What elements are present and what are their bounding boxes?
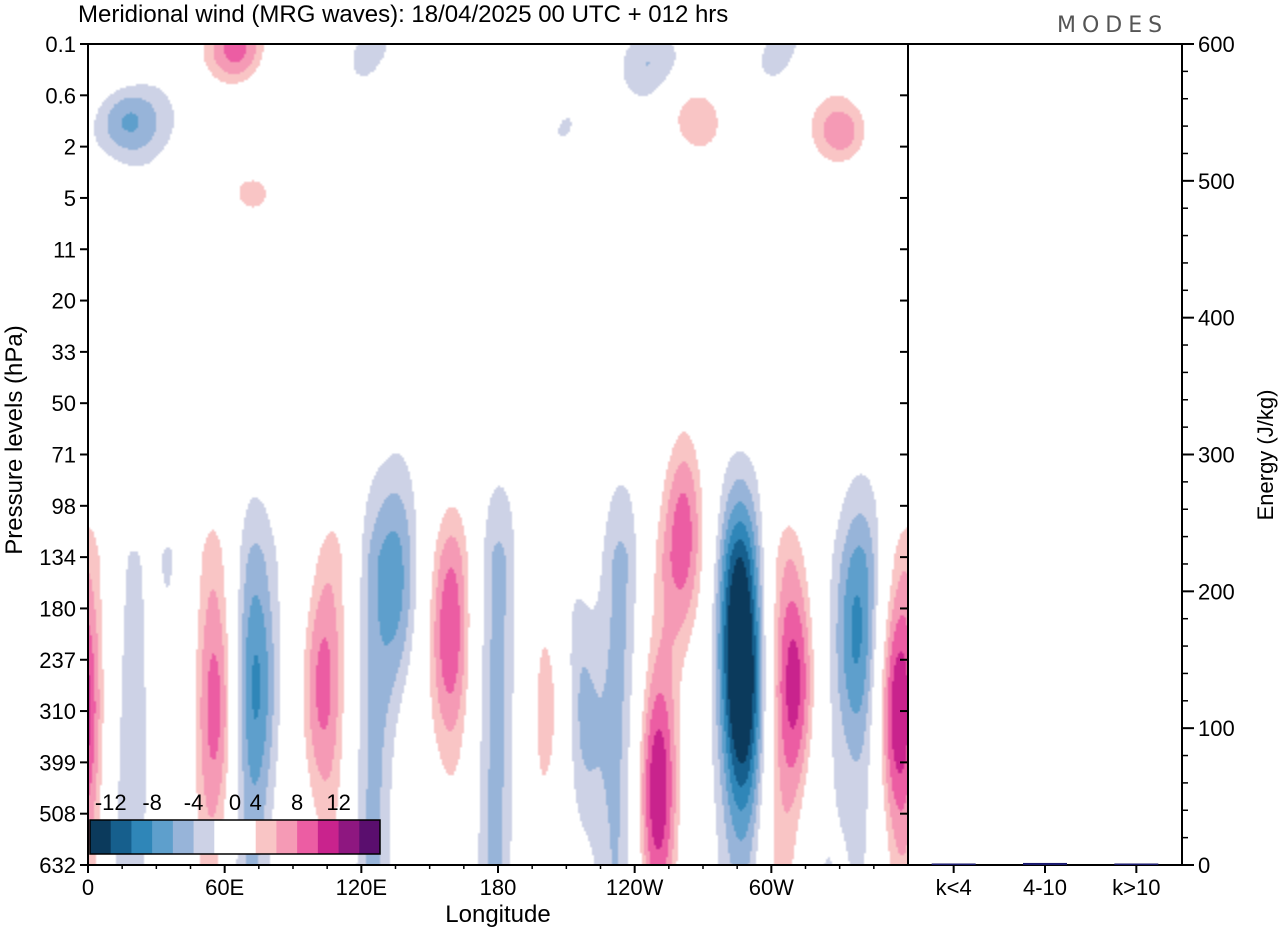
- pressure-tick-label: 20: [52, 289, 76, 314]
- colorbar-swatch: [255, 820, 277, 854]
- colorbar-swatch: [152, 820, 174, 854]
- colorbar-swatch: [131, 820, 153, 854]
- colorbar-tick-label: -12: [95, 790, 127, 815]
- longitude-tick-label: 120W: [606, 875, 664, 900]
- energy-tick-label: 500: [1198, 169, 1235, 194]
- heatmap-contours: [88, 44, 908, 865]
- longitude-tick-label: 60E: [205, 875, 244, 900]
- energy-axis-label: Energy (J/kg): [1253, 390, 1278, 521]
- colorbar-swatch: [214, 820, 236, 854]
- energy-bar: [1023, 862, 1067, 865]
- colorbar-swatch: [297, 820, 319, 854]
- colorbar-swatch: [90, 820, 112, 854]
- modes-logo: MODES: [1057, 13, 1168, 38]
- energy-tick-label: 100: [1198, 716, 1235, 741]
- colorbar-swatch: [193, 820, 215, 854]
- pressure-tick-label: 237: [39, 648, 76, 673]
- colorbar-swatch: [110, 820, 132, 854]
- pressure-tick-label: 310: [39, 699, 76, 724]
- colorbar-tick-label: -8: [142, 790, 162, 815]
- pressure-tick-label: 50: [52, 391, 76, 416]
- energy-bar: [931, 863, 976, 865]
- pressure-tick-label: 0.6: [45, 83, 76, 108]
- pressure-tick-label: 2: [64, 135, 76, 160]
- longitude-tick-label: 0: [82, 875, 94, 900]
- colorbar-tick-label: 8: [291, 790, 303, 815]
- energy-category-label: 4-10: [1023, 875, 1067, 900]
- colorbar-swatch: [276, 820, 298, 854]
- pressure-tick-label: 71: [52, 443, 76, 468]
- energy-tick-label: 600: [1198, 32, 1235, 57]
- energy-bars: k<4 4-10 k>10: [931, 862, 1160, 900]
- pressure-tick-label: 180: [39, 596, 76, 621]
- colorbar-swatch: [235, 820, 257, 854]
- longitude-tick-label: 120E: [336, 875, 387, 900]
- chart-title: Meridional wind (MRG waves): 18/04/2025 …: [78, 1, 728, 28]
- longitude-tick-label: 180: [480, 875, 517, 900]
- x-axis-label: Longitude: [445, 901, 550, 928]
- longitude-tick-label: 60W: [749, 875, 794, 900]
- colorbar-swatch: [172, 820, 195, 854]
- longitude-axis: 0 60E 120E 180 120W 60W: [82, 865, 875, 900]
- y-axis-label: Pressure levels (hPa): [1, 325, 28, 554]
- energy-axis: 0 100 200 300 400 500 600: [1182, 32, 1235, 878]
- pressure-tick-label: 134: [39, 545, 76, 570]
- pressure-tick-label: 508: [39, 802, 76, 827]
- heatmap-field: [88, 44, 908, 865]
- colorbar-tick-label: 4: [250, 790, 262, 815]
- pressure-tick-label: 0.1: [45, 32, 76, 57]
- energy-tick-label: 400: [1198, 306, 1235, 331]
- colorbar-frame: [89, 819, 381, 855]
- pressure-tick-label: 11: [53, 237, 76, 262]
- pressure-tick-label: 33: [52, 340, 76, 365]
- colorbar-swatch: [317, 820, 340, 854]
- energy-tick-label: 0: [1198, 853, 1210, 878]
- colorbar-swatch: [359, 820, 381, 854]
- pressure-tick-label: 5: [64, 186, 76, 211]
- colorbar-tick-label: 12: [326, 790, 350, 815]
- pressure-tick-label: 98: [52, 494, 76, 519]
- colorbar: -12 -8 -4 0 4 8 12: [89, 790, 381, 855]
- pressure-axis: 0.1 0.6 2 5 11 20 33 50 71 98 134 180 237 310 399 508 63…: [39, 32, 908, 878]
- energy-tick-label: 300: [1198, 443, 1235, 468]
- pressure-tick-label: 632: [39, 853, 76, 878]
- energy-category-label: k<4: [936, 875, 972, 900]
- energy-tick-label: 200: [1198, 579, 1235, 604]
- energy-category-label: k>10: [1112, 875, 1160, 900]
- colorbar-tick-label: -4: [184, 790, 204, 815]
- energy-bar: [1114, 863, 1159, 865]
- energy-panel-frame: [907, 43, 1183, 866]
- colorbar-swatch: [338, 820, 360, 854]
- colorbar-tick-label: 0: [229, 790, 241, 815]
- pressure-tick-label: 399: [39, 750, 76, 775]
